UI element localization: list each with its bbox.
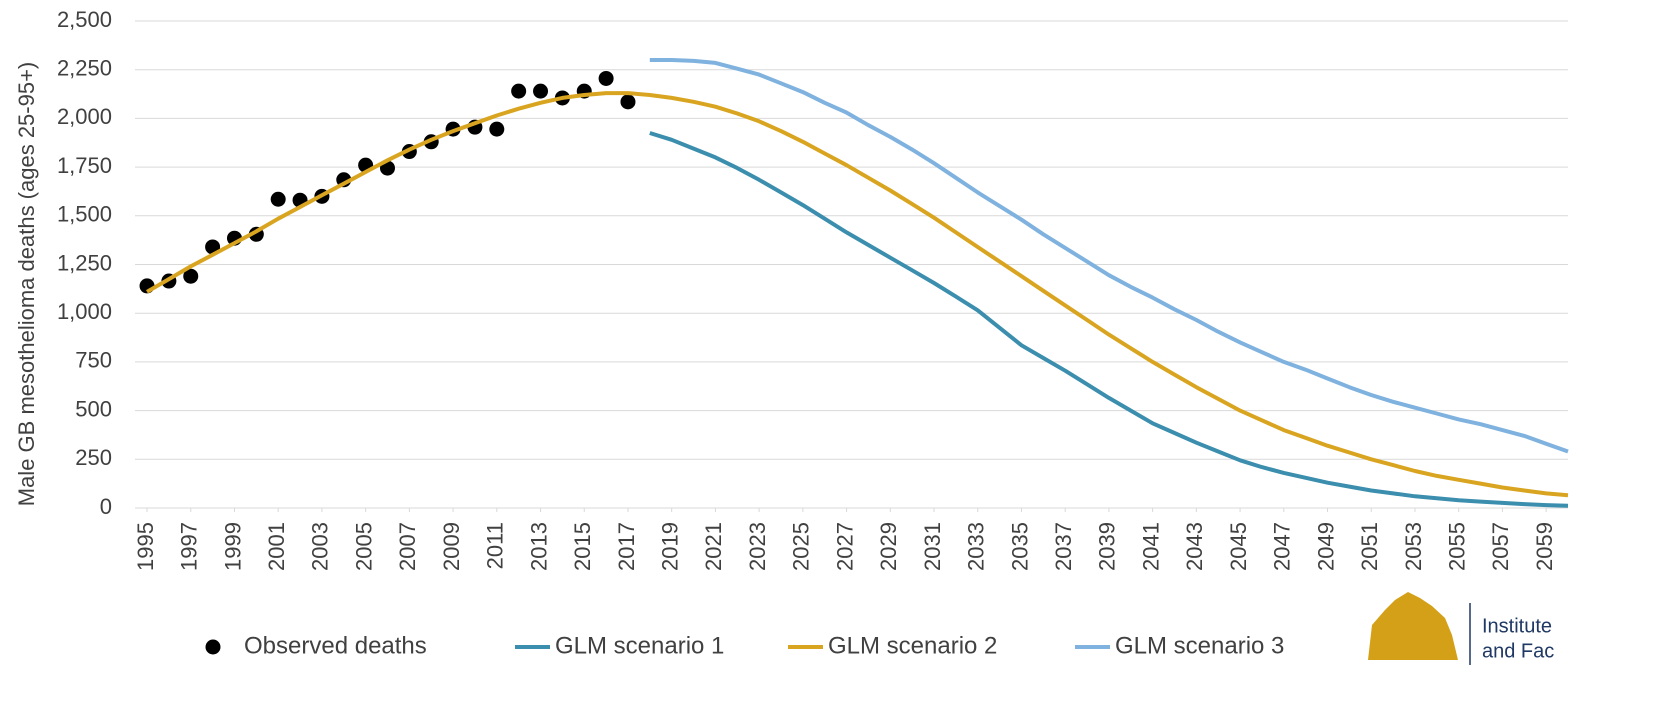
- y-tick-label: 750: [75, 348, 112, 373]
- data-point: [489, 121, 505, 137]
- y-tick-label: 1,500: [57, 202, 112, 227]
- series-line: [649, 58, 1569, 454]
- x-tick-label: 2025: [789, 522, 814, 571]
- x-tick-label: 2035: [1007, 522, 1032, 571]
- x-tick-label: 2005: [351, 522, 376, 571]
- data-point: [598, 70, 614, 86]
- series-line: [145, 91, 1569, 498]
- x-tick-label: 2015: [570, 522, 595, 571]
- y-tick-label: 2,250: [57, 56, 112, 81]
- x-tick-label: 2021: [701, 522, 726, 571]
- series-line: [649, 131, 1569, 508]
- y-axis-title: Male GB mesothelioma deaths (ages 25-95+…: [14, 62, 39, 507]
- legend-label: GLM scenario 1: [555, 632, 724, 659]
- x-tick-label: 2009: [439, 522, 464, 571]
- y-tick-label: 1,000: [57, 299, 112, 324]
- logo-text: Institute: [1482, 615, 1552, 637]
- x-tick-label: 2027: [832, 522, 857, 571]
- y-tick-label: 1,750: [57, 153, 112, 178]
- data-point: [620, 94, 636, 110]
- data-point: [511, 83, 527, 99]
- x-tick-label: 2053: [1401, 522, 1426, 571]
- logo-text: and Fac: [1482, 640, 1554, 662]
- x-tick-label: 2001: [264, 522, 289, 571]
- x-tick-label: 2037: [1051, 522, 1076, 571]
- y-tick-label: 0: [100, 494, 112, 519]
- logo: Institute and Fac: [1368, 592, 1554, 665]
- x-tick-label: 2047: [1270, 522, 1295, 571]
- data-point: [183, 268, 199, 284]
- x-tick-label: 2051: [1357, 522, 1382, 571]
- legend-label: Observed deaths: [244, 632, 427, 659]
- logo-crest: [1368, 592, 1458, 660]
- x-tick-label: 2059: [1532, 522, 1557, 571]
- x-tick-label: 2055: [1445, 522, 1470, 571]
- x-tick-label: 2007: [395, 522, 420, 571]
- x-tick-label: 2031: [920, 522, 945, 571]
- data-point: [270, 191, 286, 207]
- y-tick-label: 1,250: [57, 250, 112, 275]
- x-tick-label: 1995: [133, 522, 158, 571]
- x-tick-label: 2029: [876, 522, 901, 571]
- data-point: [533, 83, 549, 99]
- x-tick-label: 2023: [745, 522, 770, 571]
- x-tick-label: 2045: [1226, 522, 1251, 571]
- y-tick-label: 500: [75, 396, 112, 421]
- legend-label: GLM scenario 3: [1115, 632, 1284, 659]
- x-tick-label: 2003: [308, 522, 333, 571]
- x-tick-label: 2041: [1138, 522, 1163, 571]
- x-tick-label: 2019: [658, 522, 683, 571]
- x-tick-label: 2033: [964, 522, 989, 571]
- legend-marker: [205, 639, 221, 655]
- y-tick-label: 2,000: [57, 104, 112, 129]
- x-tick-label: 2013: [526, 522, 551, 571]
- x-tick-label: 2011: [483, 522, 508, 569]
- x-tick-label: 2039: [1095, 522, 1120, 571]
- x-tick-label: 1997: [177, 522, 202, 571]
- x-tick-label: 2057: [1488, 522, 1513, 571]
- x-tick-label: 1999: [220, 522, 245, 571]
- y-tick-label: 250: [75, 445, 112, 470]
- y-tick-label: 2,500: [57, 7, 112, 32]
- x-tick-label: 2049: [1313, 522, 1338, 571]
- x-tick-label: 2043: [1182, 522, 1207, 571]
- x-tick-label: 2017: [614, 522, 639, 571]
- legend-label: GLM scenario 2: [828, 632, 997, 659]
